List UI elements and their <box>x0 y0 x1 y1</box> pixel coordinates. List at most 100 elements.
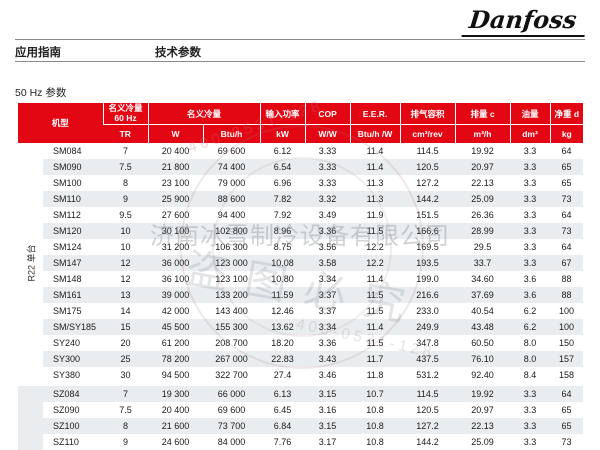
table-row: SM/SY185 15 45 500 155 300 13.62 3.34 11.4 249.… <box>18 319 584 335</box>
top-divider <box>15 39 585 40</box>
unit-ww: W/W <box>304 124 351 143</box>
doc-type-label: 应用指南 <box>15 47 61 59</box>
value-cell: 76.10 <box>455 351 511 367</box>
unit-btuw: Btu/h /W <box>349 124 401 143</box>
doc-section-label: 技术参数 <box>155 47 201 59</box>
col-header-oil-charge: 油量 <box>509 103 551 125</box>
value-cell: 73 <box>550 434 584 450</box>
col-header-capacity: 名义冷量 <box>147 103 261 125</box>
table-row: SM090 7.5 21 800 74 400 6.54 3.33 11.4 120.5 20.… <box>18 159 584 175</box>
value-cell: 65 <box>550 418 584 434</box>
value-cell: 11.3 <box>366 178 384 188</box>
value-cell: 3.6 <box>523 274 537 284</box>
header-divider <box>15 61 585 62</box>
unit-dm3: dm³ <box>509 124 551 143</box>
value-cell: 61 200 <box>161 338 190 348</box>
value-cell: 11.3 <box>350 191 401 207</box>
value-cell: 6.45 <box>273 405 292 415</box>
value-cell: 23 100 <box>161 178 190 188</box>
unit-btu: Btu/h <box>202 124 261 143</box>
unit-kg: kg <box>549 124 584 143</box>
value-cell: 3.3 <box>510 255 551 271</box>
value-cell: 27.4 <box>273 370 292 380</box>
value-cell: 43.48 <box>455 319 511 335</box>
value-cell: 123 100 <box>215 274 248 284</box>
value-cell: 7 <box>103 386 149 402</box>
table-row: SZ110 9 24 600 84 000 7.76 3.17 10.8 144.2 25.09… <box>18 434 584 450</box>
col-header-cop: COP <box>304 103 351 125</box>
danfoss-logo-text: Danfoss <box>467 5 578 34</box>
value-cell: 88 600 <box>203 191 261 207</box>
model-cell: SM161 <box>43 287 104 303</box>
value-cell: 45 500 <box>148 319 204 335</box>
value-cell: 36 000 <box>148 255 204 271</box>
value-cell: 151.5 <box>416 210 439 220</box>
value-cell: 79 000 <box>217 178 246 188</box>
value-cell: 3.33 <box>318 146 337 156</box>
value-cell: 11.8 <box>366 370 384 380</box>
value-cell: 65 <box>550 159 584 175</box>
value-cell: 64 <box>561 242 572 252</box>
model-cell: SM100 <box>53 178 82 188</box>
value-cell: 60.50 <box>471 338 494 348</box>
value-cell: 10.8 <box>366 405 384 415</box>
value-cell: 3.3 <box>523 178 537 188</box>
value-cell: 10.08 <box>260 255 306 271</box>
value-cell: 114.5 <box>400 386 456 402</box>
value-cell: 100 <box>550 319 584 335</box>
value-cell: 166.6 <box>400 223 456 239</box>
value-cell: 20 400 <box>161 146 190 156</box>
value-cell: 3.3 <box>510 159 551 175</box>
value-cell: 65 <box>561 405 572 415</box>
value-cell: 94 500 <box>161 370 190 380</box>
value-cell: 64 <box>550 386 584 402</box>
value-cell: 9.5 <box>119 210 132 220</box>
col-header-model: 机型 <box>18 103 104 143</box>
unit-w: W <box>147 124 204 143</box>
table-row: SY240 20 61 200 208 700 18.20 3.36 11.5 347.8 60… <box>18 335 583 351</box>
value-cell: 437.5 <box>400 351 456 367</box>
model-cell: SY300 <box>43 351 104 367</box>
model-cell: SM147 <box>43 255 104 271</box>
value-cell: 21 800 <box>148 159 204 175</box>
capacity-60hz-line1: 名义冷量 <box>108 102 143 113</box>
unit-m3h: m³/h <box>454 124 511 143</box>
table-row: SM161 13 39 000 133 200 11.59 3.37 11.5 216.6 37… <box>18 287 584 303</box>
value-cell: 64 <box>561 146 572 156</box>
value-cell: 25.09 <box>455 191 511 207</box>
model-cell: SZ110 <box>43 434 104 450</box>
value-cell: 193.5 <box>400 255 456 271</box>
value-cell: 8.0 <box>510 351 551 367</box>
value-cell: 42 000 <box>161 306 190 316</box>
value-cell: 11.4 <box>366 146 384 156</box>
unit-kw: kW <box>259 124 306 143</box>
value-cell: 11.59 <box>260 287 306 303</box>
value-cell: 6.2 <box>510 319 551 335</box>
spec-table: 机型 名义冷量 60 Hz 名义冷量 输入功率 COP E.E.R. 排气容积 … <box>18 102 584 450</box>
value-cell: 6.54 <box>260 159 306 175</box>
value-cell: 169.5 <box>416 242 439 252</box>
value-cell: 102 800 <box>203 223 261 239</box>
model-cell: SM124 <box>53 242 82 252</box>
value-cell: 10 <box>103 223 149 239</box>
value-cell: 29.5 <box>473 242 492 252</box>
value-cell: 3.34 <box>305 319 351 335</box>
value-cell: 37.69 <box>455 287 511 303</box>
table-row: SM175 14 42 000 143 400 12.46 3.37 11.5 233.0 40… <box>18 303 583 319</box>
value-cell: 10.7 <box>350 386 401 402</box>
value-cell: 155 300 <box>203 319 261 335</box>
value-cell: 6.84 <box>260 418 306 434</box>
table-row: SM148 12 36 100 123 100 10.80 3.34 11.4 199.0 34… <box>18 271 583 287</box>
table-row: SM120 10 30 100 102 800 8.96 3.36 11.5 166.6 28.… <box>18 223 584 239</box>
value-cell: 27 600 <box>161 210 190 220</box>
model-cell: SM148 <box>53 274 82 284</box>
value-cell: 69 600 <box>217 405 246 415</box>
group-strip <box>18 386 43 450</box>
value-cell: 123 000 <box>203 255 261 271</box>
value-cell: 64 <box>561 210 572 220</box>
unit-cm3rev: cm³/rev <box>399 124 456 143</box>
value-cell: 133 200 <box>203 287 261 303</box>
value-cell: 3.34 <box>318 274 337 284</box>
group-gap-row <box>18 383 584 386</box>
